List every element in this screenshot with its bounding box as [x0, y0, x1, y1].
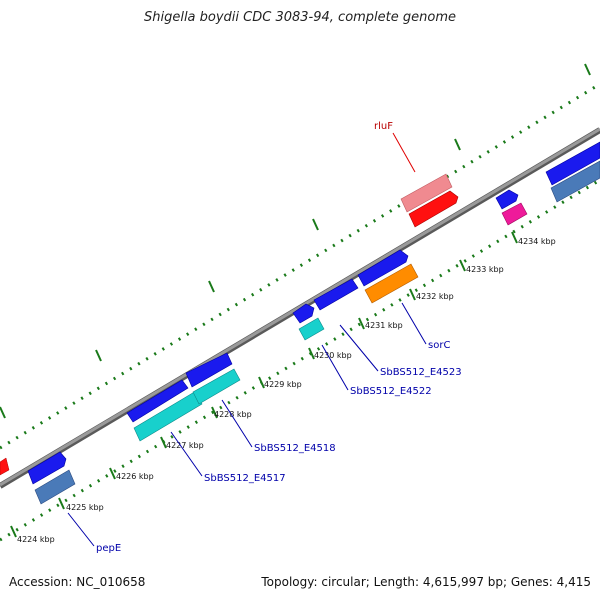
- tick-label-4226: 4226 kbp: [116, 472, 154, 481]
- gene-feature[interactable]: [27, 451, 67, 485]
- gene-feature[interactable]: [357, 249, 409, 287]
- gene-feature[interactable]: [126, 379, 189, 423]
- gene-feature[interactable]: [34, 469, 76, 505]
- gene-label-SbBS512-E4517[interactable]: SbBS512_E4517: [204, 473, 286, 484]
- gene-feature[interactable]: [400, 173, 453, 213]
- gene-feature[interactable]: [550, 160, 600, 203]
- gene-label-SbBS512-E4522[interactable]: SbBS512_E4522: [350, 386, 432, 397]
- gene-feature[interactable]: [408, 190, 459, 228]
- tick-label-4227: 4227 kbp: [166, 441, 204, 450]
- outer-tick-ring: [0, 82, 600, 450]
- tick-label-4231: 4231 kbp: [365, 321, 403, 330]
- gene-label-rluF[interactable]: rluF: [374, 121, 393, 132]
- gene-label-SbBS512-E4518[interactable]: SbBS512_E4518: [254, 443, 336, 454]
- tick-label-4232: 4232 kbp: [416, 292, 454, 301]
- tick-label-4229: 4229 kbp: [264, 380, 302, 389]
- inner-tick-ring: [0, 178, 600, 542]
- gene-feature[interactable]: [0, 457, 10, 476]
- map-title: Shigella boydii CDC 3083-94, complete ge…: [143, 10, 457, 25]
- gene-feature[interactable]: [298, 317, 325, 341]
- gene-label-sorC[interactable]: sorC: [428, 340, 450, 351]
- tick-label-4234: 4234 kbp: [518, 237, 556, 246]
- genome-summary-text: Topology: circular; Length: 4,615,997 bp…: [261, 575, 591, 589]
- gene-label-SbBS512-E4523[interactable]: SbBS512_E4523: [380, 367, 462, 378]
- leader-lines: [67, 132, 427, 547]
- gene-feature[interactable]: [364, 263, 419, 304]
- gene-feature[interactable]: [495, 189, 519, 210]
- gene-feature[interactable]: [292, 303, 315, 324]
- tick-label-4228: 4228 kbp: [214, 410, 252, 419]
- accession-text: Accession: NC_010658: [9, 575, 146, 589]
- gene-feature[interactable]: [313, 278, 359, 311]
- major-ticks: [0, 63, 591, 538]
- tick-label-4233: 4233 kbp: [466, 265, 504, 274]
- gene-feature[interactable]: [545, 141, 600, 186]
- tick-label-4225: 4225 kbp: [66, 503, 104, 512]
- tick-label-4224: 4224 kbp: [17, 535, 55, 544]
- gene-feature[interactable]: [185, 352, 233, 388]
- tick-label-4230: 4230 kbp: [314, 351, 352, 360]
- gene-feature[interactable]: [501, 202, 528, 226]
- gene-feature[interactable]: [133, 390, 203, 442]
- gene-label-pepE[interactable]: pepE: [96, 543, 121, 554]
- gene-feature[interactable]: [192, 368, 241, 405]
